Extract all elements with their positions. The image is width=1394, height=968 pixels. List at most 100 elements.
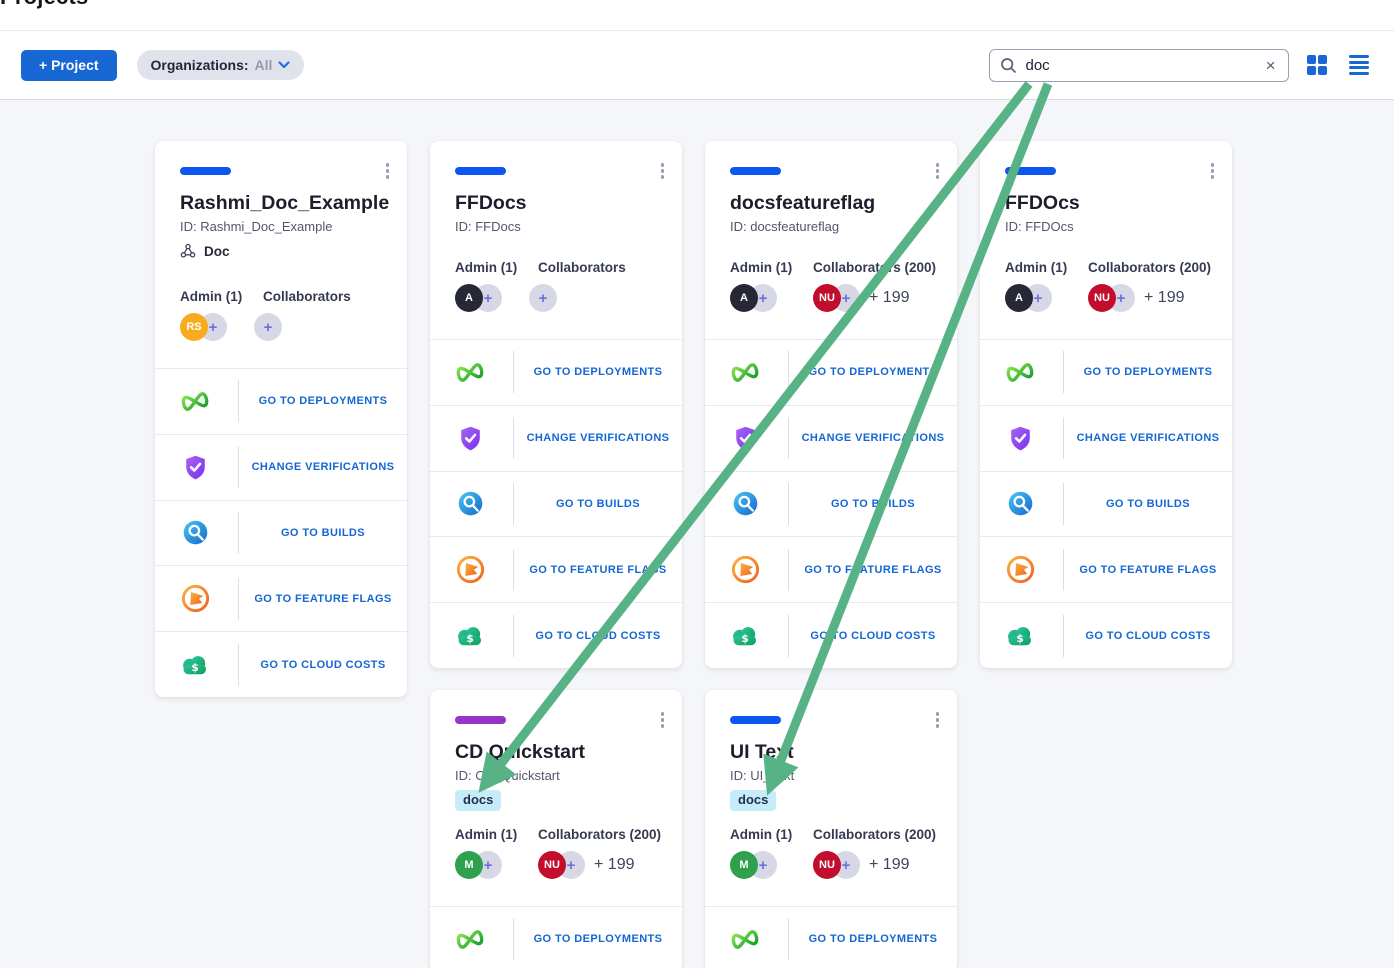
action-row[interactable]: GO TO DEPLOYMENTS	[705, 339, 957, 405]
search-box[interactable]: ×	[988, 48, 1289, 82]
list-view-button[interactable]	[1345, 49, 1373, 82]
collaborators-overflow-count: + 199	[1144, 289, 1185, 306]
new-project-button[interactable]: + Project	[21, 49, 117, 81]
action-link[interactable]: CHANGE VERIFICATIONS	[801, 432, 945, 445]
organizations-filter-dropdown[interactable]: Organizations: All	[136, 50, 305, 80]
action-link[interactable]: GO TO FEATURE FLAGS	[254, 592, 392, 605]
project-card[interactable]: FFDocs ID: FFDocs Admin (1) A + Collabor…	[430, 141, 682, 668]
action-row[interactable]: CHANGE VERIFICATIONS	[155, 433, 407, 500]
admin-avatar: RS	[180, 313, 208, 341]
action-link[interactable]: CHANGE VERIFICATIONS	[251, 461, 395, 474]
card-actions: GO TO DEPLOYMENTS CHANGE VERIFICATIONS G…	[705, 339, 957, 668]
action-divider	[238, 643, 239, 686]
search-match-tag: docs	[730, 790, 777, 811]
action-link[interactable]: GO TO DEPLOYMENTS	[1083, 366, 1213, 379]
action-row[interactable]: GO TO FEATURE FLAGS	[430, 536, 682, 602]
action-divider	[788, 918, 789, 961]
cloud-costs-icon: $	[180, 653, 210, 676]
card-actions: GO TO DEPLOYMENTS	[430, 906, 682, 968]
add-collaborator-button[interactable]: +	[529, 284, 557, 312]
action-row[interactable]: GO TO BUILDS	[980, 470, 1232, 537]
action-divider	[238, 446, 239, 489]
action-link[interactable]: GO TO CLOUD COSTS	[1085, 629, 1211, 642]
card-menu-button[interactable]	[381, 158, 395, 184]
project-card[interactable]: UI Text ID: UI_Text docs Admin (1) M + C…	[705, 690, 957, 968]
collaborator-avatar: NU	[1088, 284, 1116, 312]
action-row[interactable]: CHANGE VERIFICATIONS	[705, 404, 957, 471]
project-card[interactable]: docsfeatureflag ID: docsfeatureflag Admi…	[705, 141, 957, 668]
admin-label: Admin (1)	[730, 827, 793, 842]
add-collaborator-button[interactable]: +	[254, 313, 282, 341]
card-menu-button[interactable]	[931, 158, 945, 184]
action-link[interactable]: GO TO DEPLOYMENTS	[258, 395, 388, 408]
card-menu-button[interactable]	[656, 707, 670, 733]
card-menu-button[interactable]	[1206, 158, 1220, 184]
clear-search-button[interactable]: ×	[1262, 57, 1280, 74]
action-row[interactable]: CHANGE VERIFICATIONS	[980, 404, 1232, 471]
admin-avatar: A	[730, 284, 758, 312]
action-divider	[1063, 482, 1064, 525]
svg-text:$: $	[1016, 633, 1023, 645]
action-row[interactable]: $ GO TO CLOUD COSTS	[705, 602, 957, 668]
action-link[interactable]: GO TO BUILDS	[1105, 497, 1191, 510]
action-link[interactable]: GO TO DEPLOYMENTS	[533, 366, 663, 379]
card-accent-bar	[180, 167, 231, 175]
card-header: FFDOcs ID: FFDOcs Admin (1) A + Collabor…	[980, 141, 1232, 312]
action-divider	[1063, 351, 1064, 394]
action-link[interactable]: GO TO DEPLOYMENTS	[808, 933, 938, 946]
verifications-icon	[1005, 425, 1035, 452]
action-row[interactable]: GO TO FEATURE FLAGS	[980, 536, 1232, 602]
action-link[interactable]: GO TO FEATURE FLAGS	[804, 563, 942, 576]
action-link[interactable]: GO TO FEATURE FLAGS	[529, 563, 667, 576]
feature-flags-icon	[455, 555, 485, 584]
collaborators-overflow-count: + 199	[869, 289, 910, 306]
action-link[interactable]: GO TO CLOUD COSTS	[810, 629, 936, 642]
action-link[interactable]: GO TO BUILDS	[830, 497, 916, 510]
action-row[interactable]: GO TO DEPLOYMENTS	[155, 368, 407, 434]
action-row[interactable]: GO TO BUILDS	[430, 470, 682, 537]
project-card[interactable]: CD Quickstart ID: CD_Quickstart docs Adm…	[430, 690, 682, 968]
card-menu-button[interactable]	[656, 158, 670, 184]
members-section: Admin (1) RS + Collaborators +	[180, 289, 383, 341]
action-divider	[1063, 614, 1064, 657]
action-row[interactable]: $ GO TO CLOUD COSTS	[980, 602, 1232, 668]
action-link[interactable]: GO TO FEATURE FLAGS	[1079, 563, 1217, 576]
action-row[interactable]: CHANGE VERIFICATIONS	[430, 404, 682, 471]
action-row[interactable]: $ GO TO CLOUD COSTS	[155, 631, 407, 697]
admin-avatar: M	[730, 851, 758, 879]
action-row[interactable]: GO TO BUILDS	[705, 470, 957, 537]
action-row[interactable]: GO TO FEATURE FLAGS	[155, 565, 407, 631]
action-link[interactable]: GO TO DEPLOYMENTS	[533, 933, 663, 946]
project-id: ID: CD_Quickstart	[455, 768, 560, 783]
action-link[interactable]: GO TO BUILDS	[280, 526, 366, 539]
admin-label: Admin (1)	[1005, 260, 1068, 275]
action-row[interactable]: $ GO TO CLOUD COSTS	[430, 602, 682, 668]
project-card[interactable]: Rashmi_Doc_Example ID: Rashmi_Doc_Exampl…	[155, 141, 407, 697]
action-row[interactable]: GO TO DEPLOYMENTS	[980, 339, 1232, 405]
action-row[interactable]: GO TO DEPLOYMENTS	[430, 339, 682, 405]
card-header: docsfeatureflag ID: docsfeatureflag Admi…	[705, 141, 957, 312]
collaborators-label: Collaborators	[538, 260, 626, 275]
projects-grid: Rashmi_Doc_Example ID: Rashmi_Doc_Exampl…	[0, 100, 1394, 968]
action-row[interactable]: GO TO BUILDS	[155, 499, 407, 566]
search-input[interactable]	[1023, 55, 1262, 75]
builds-icon	[730, 490, 760, 517]
action-link[interactable]: GO TO CLOUD COSTS	[260, 658, 386, 671]
action-link[interactable]: GO TO DEPLOYMENTS	[808, 366, 938, 379]
action-link[interactable]: CHANGE VERIFICATIONS	[1076, 432, 1220, 445]
action-link[interactable]: CHANGE VERIFICATIONS	[526, 432, 670, 445]
project-card[interactable]: FFDOcs ID: FFDOcs Admin (1) A + Collabor…	[980, 141, 1232, 668]
collaborator-avatar: NU	[538, 851, 566, 879]
project-title: FFDOcs	[1005, 192, 1080, 214]
action-row[interactable]: GO TO DEPLOYMENTS	[705, 906, 957, 968]
admin-avatar: A	[1005, 284, 1033, 312]
action-row[interactable]: GO TO DEPLOYMENTS	[430, 906, 682, 968]
cloud-costs-icon: $	[1005, 624, 1035, 647]
card-menu-button[interactable]	[931, 707, 945, 733]
action-link[interactable]: GO TO BUILDS	[555, 497, 641, 510]
project-title: FFDocs	[455, 192, 527, 214]
action-link[interactable]: GO TO CLOUD COSTS	[535, 629, 661, 642]
action-divider	[1063, 548, 1064, 591]
action-row[interactable]: GO TO FEATURE FLAGS	[705, 536, 957, 602]
grid-view-button[interactable]	[1303, 51, 1332, 80]
